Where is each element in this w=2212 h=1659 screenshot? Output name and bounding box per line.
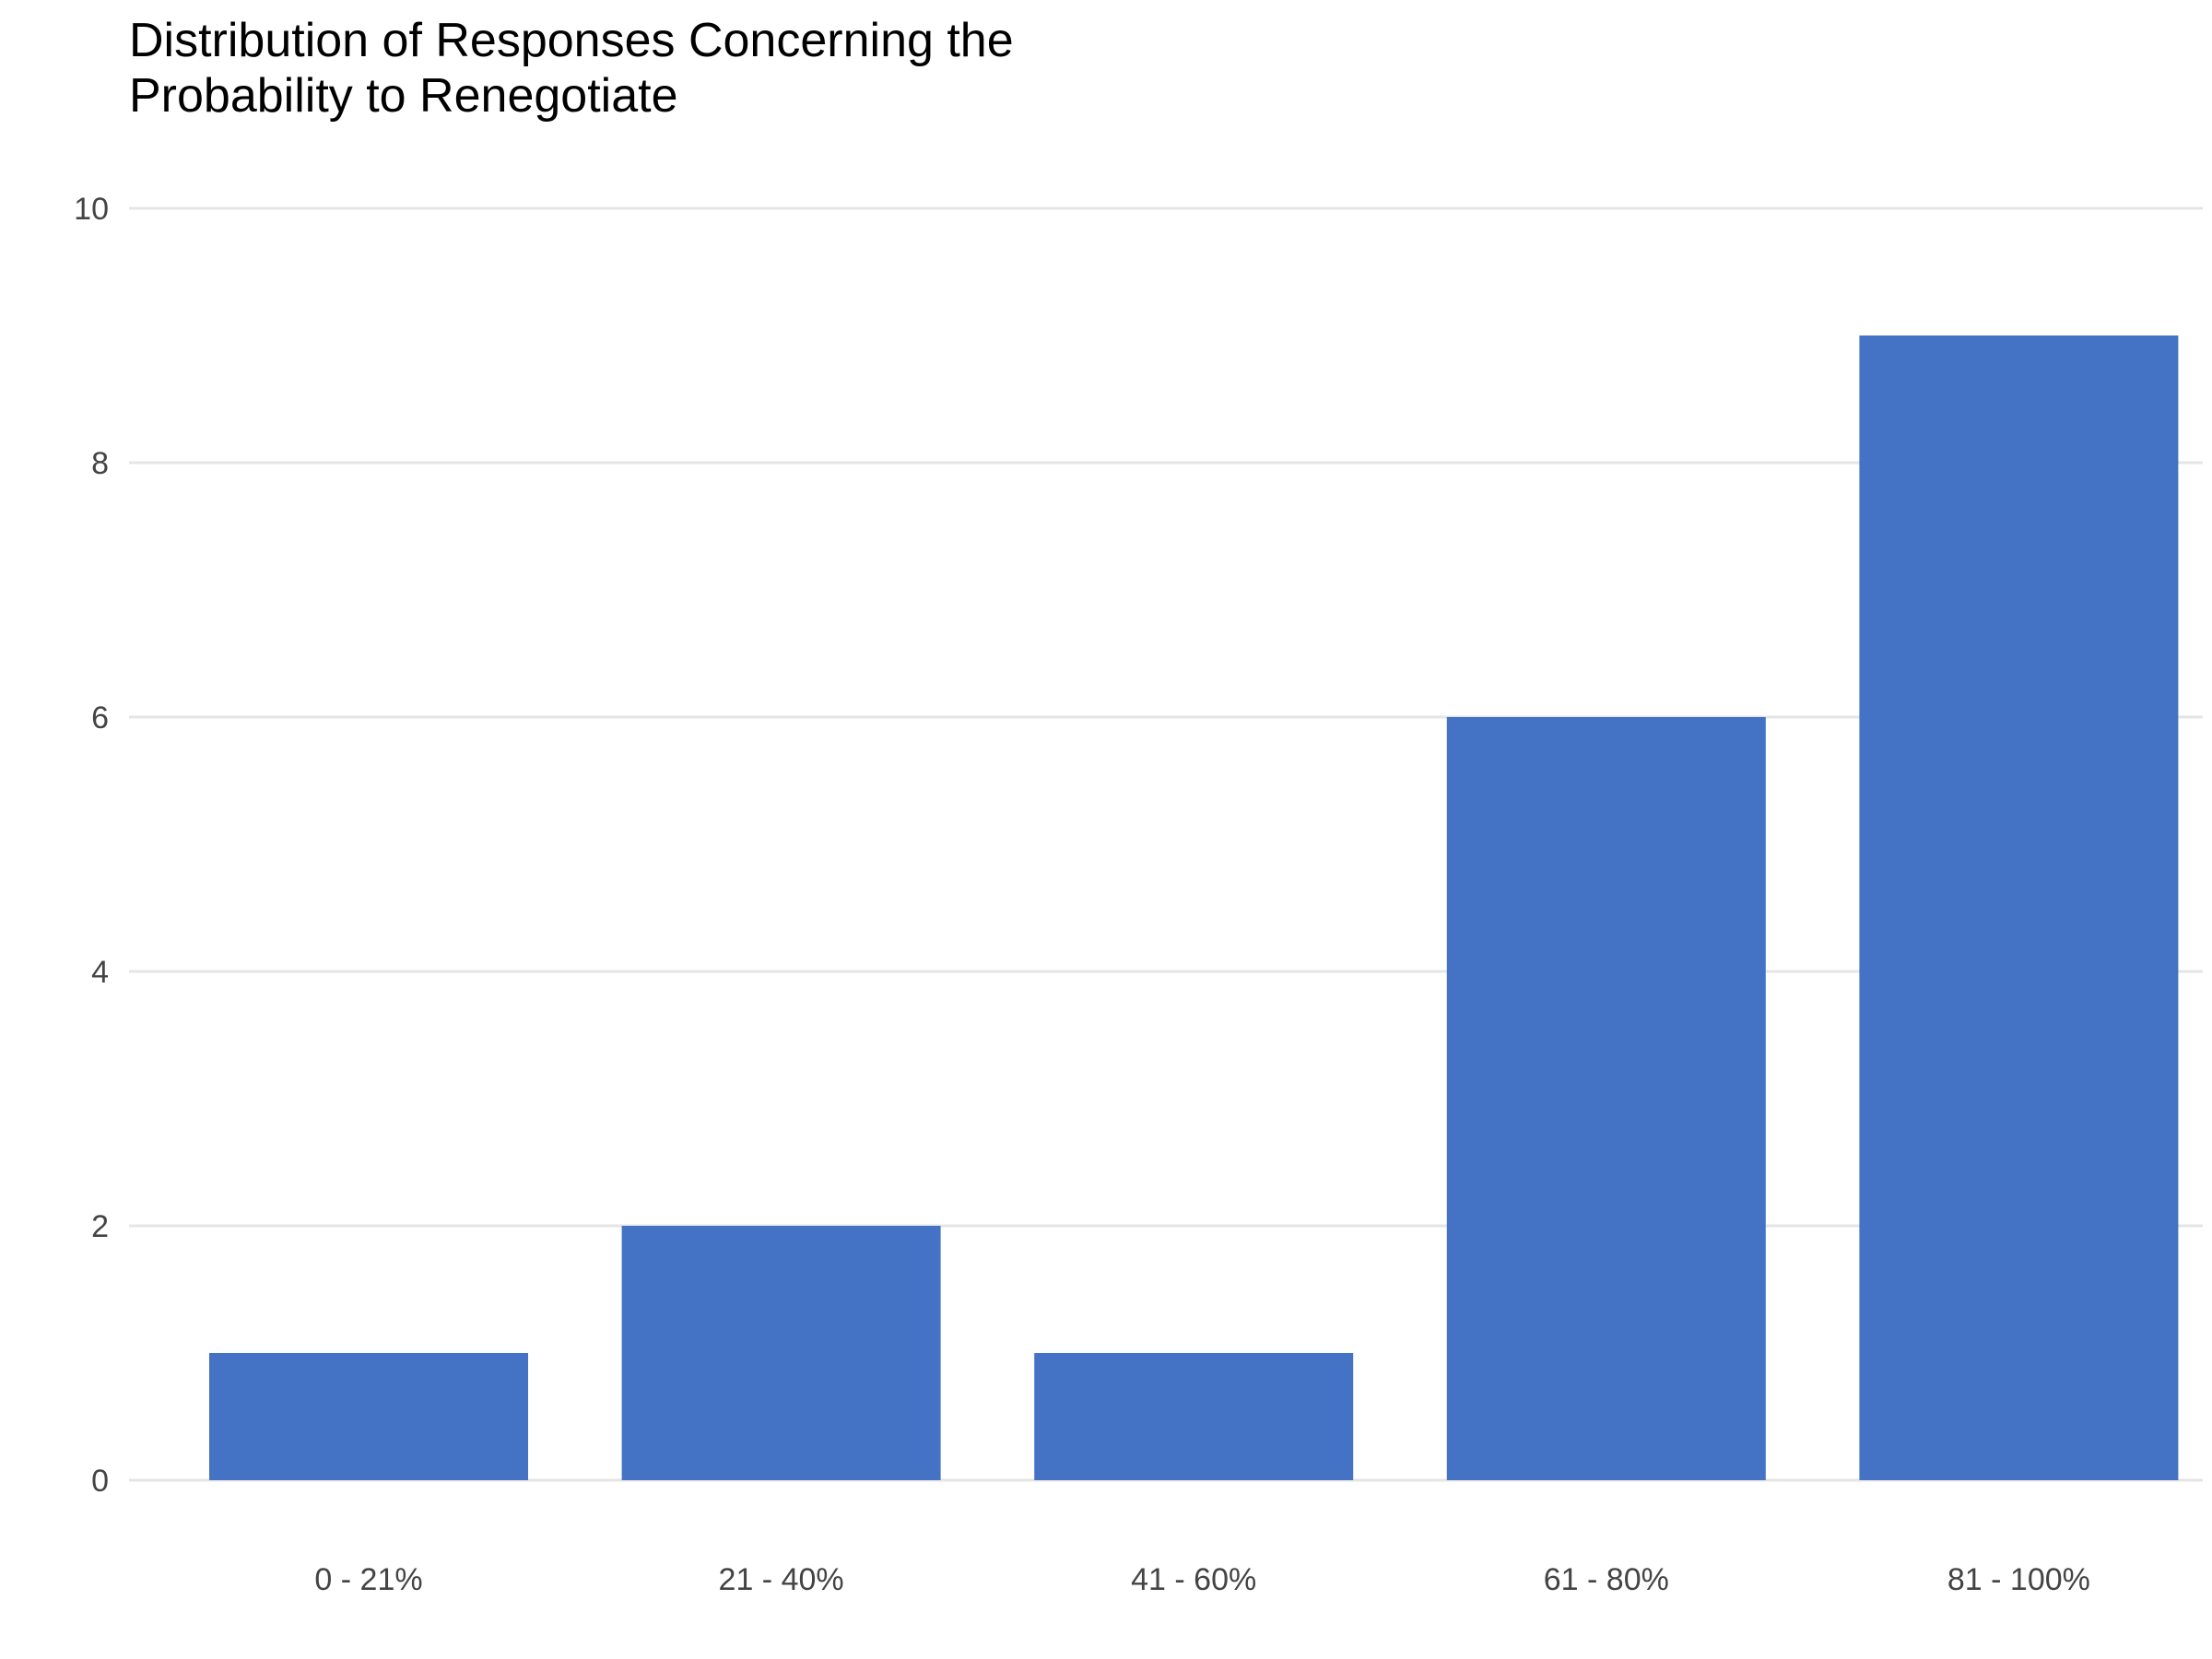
x-axis-ticks: 0 - 21% 21 - 40% 41 - 60% 61 - 80% 81 - 100% <box>314 1562 2089 1597</box>
bar-4 <box>1859 335 2179 1480</box>
y-axis-ticks: 0 2 4 6 8 10 <box>74 192 109 1499</box>
bars <box>209 335 2179 1480</box>
y-tick-label: 2 <box>91 1209 109 1244</box>
bar-1 <box>621 1226 941 1480</box>
y-tick-label: 0 <box>91 1464 109 1499</box>
y-tick-label: 6 <box>91 700 109 735</box>
bar-2 <box>1034 1353 1354 1480</box>
x-tick-label: 21 - 40% <box>719 1562 844 1597</box>
bar-3 <box>1446 717 1766 1480</box>
y-tick-label: 10 <box>74 192 109 227</box>
y-tick-label: 4 <box>91 955 109 990</box>
x-tick-label: 61 - 80% <box>1544 1562 1669 1597</box>
x-tick-label: 0 - 21% <box>314 1562 422 1597</box>
x-tick-label: 41 - 60% <box>1131 1562 1256 1597</box>
y-tick-label: 8 <box>91 446 109 481</box>
chart-title: Distribution of Responses Concerning the… <box>129 14 1014 123</box>
x-tick-label: 81 - 100% <box>1947 1562 2090 1597</box>
bar-0 <box>209 1353 528 1480</box>
